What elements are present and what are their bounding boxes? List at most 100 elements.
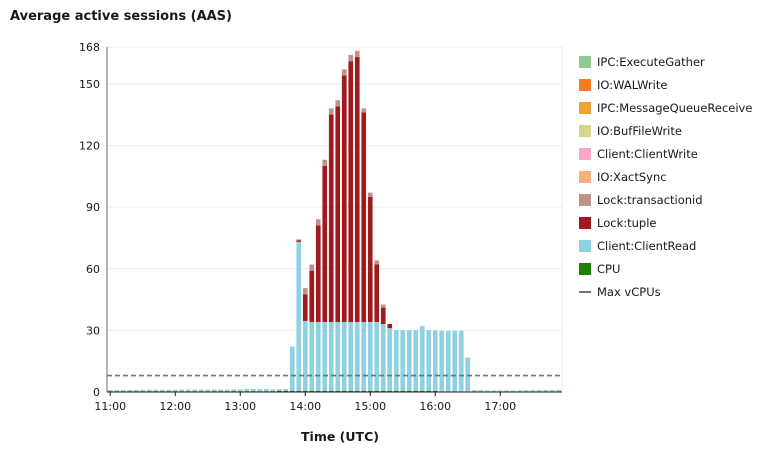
legend-label: Client:ClientWrite <box>597 146 698 161</box>
legend-swatch <box>579 55 591 68</box>
bar-lock-transactionid <box>309 264 315 271</box>
bar-client-clientread <box>250 388 256 392</box>
bar-client-clientread <box>127 389 133 392</box>
bar-cpu <box>387 390 393 392</box>
bar-client-clientread <box>198 389 204 392</box>
bar-lock-tuple <box>380 307 386 325</box>
bar-client-clientread <box>445 330 451 392</box>
bar-client-clientread <box>484 390 490 392</box>
bar-lock-transactionid <box>374 260 380 265</box>
bar-cpu <box>348 390 354 392</box>
bar-client-clientread <box>406 330 412 391</box>
bar-client-clientread <box>335 321 341 391</box>
chart-title: Average active sessions (AAS) <box>10 9 232 24</box>
bar-lock-tuple <box>348 61 354 322</box>
legend-item[interactable]: Client:ClientRead <box>579 234 752 257</box>
bar-client-clientread <box>478 390 484 392</box>
bar-client-clientread <box>289 346 295 391</box>
legend-swatch <box>579 147 591 160</box>
legend-item[interactable]: Max vCPUs <box>579 280 752 303</box>
bar-cpu <box>322 390 328 392</box>
legend-swatch <box>579 78 591 91</box>
bar-client-clientread <box>536 389 542 392</box>
bar-client-clientread <box>140 389 146 392</box>
legend-swatch <box>579 239 591 252</box>
bar-client-clientread <box>491 390 497 392</box>
legend-label: IPC:MessageQueueReceive <box>597 100 753 115</box>
legend-item[interactable]: IPC:MessageQueueReceive <box>579 96 752 119</box>
x-tick-label: 14:00 <box>289 400 321 413</box>
bar-cpu <box>283 390 289 392</box>
y-tick-label: 168 <box>79 41 100 54</box>
bar-client-clientread <box>218 389 224 392</box>
bar-client-clientread <box>543 389 549 392</box>
bar-lock-tuple <box>341 75 347 322</box>
bar-lock-tuple <box>296 240 302 242</box>
plot-area <box>106 46 563 393</box>
legend: IPC:ExecuteGather IO:WALWrite IPC:MessageQ… <box>579 50 752 303</box>
bar-client-clientread <box>432 330 438 391</box>
x-tick-label: 16:00 <box>419 400 451 413</box>
legend-label: CPU <box>597 261 621 276</box>
bar-lock-transactionid <box>322 159 328 166</box>
bar-client-clientread <box>549 389 555 392</box>
x-tick-label: 13:00 <box>224 400 256 413</box>
bar-client-clientread <box>120 389 126 392</box>
bar-lock-tuple <box>367 196 373 322</box>
bar-client-clientread <box>380 324 386 391</box>
bar-cpu <box>361 390 367 392</box>
bar-client-clientread <box>504 390 510 392</box>
bar-client-clientread <box>341 321 347 391</box>
bar-lock-tuple <box>335 106 341 322</box>
legend-item[interactable]: Lock:tuple <box>579 211 752 234</box>
bar-cpu <box>302 390 308 392</box>
bar-cpu <box>400 390 406 392</box>
bar-client-clientread <box>244 388 250 392</box>
bar-cpu <box>393 390 399 392</box>
bar-client-clientread <box>309 321 315 391</box>
legend-item[interactable]: Client:ClientWrite <box>579 142 752 165</box>
bar-lock-transactionid <box>380 304 386 308</box>
legend-item[interactable]: Lock:transactionid <box>579 188 752 211</box>
legend-item[interactable]: IO:BufFileWrite <box>579 119 752 142</box>
bar-client-clientread <box>302 320 308 391</box>
bar-cpu <box>432 390 438 392</box>
x-tick-label: 17:00 <box>484 400 516 413</box>
bar-cpu <box>406 390 412 392</box>
legend-swatch <box>579 101 591 114</box>
legend-label: IPC:ExecuteGather <box>597 54 705 69</box>
y-tick-label: 90 <box>86 201 100 214</box>
bar-client-clientread <box>523 390 529 392</box>
bar-client-clientread <box>439 330 445 392</box>
legend-swatch <box>579 193 591 206</box>
bar-client-clientread <box>270 389 276 392</box>
bar-client-clientread <box>237 389 243 392</box>
legend-swatch <box>579 170 591 183</box>
bar-cpu <box>374 390 380 392</box>
bar-client-clientread <box>530 390 536 392</box>
bar-client-clientread <box>205 389 211 392</box>
legend-item[interactable]: IO:XactSync <box>579 165 752 188</box>
bar-client-clientread <box>361 321 367 391</box>
bar-lock-transactionid <box>335 100 341 107</box>
bar-cpu <box>289 390 295 392</box>
legend-item[interactable]: IPC:ExecuteGather <box>579 50 752 73</box>
bar-client-clientread <box>497 390 503 392</box>
bar-lock-tuple <box>309 270 315 322</box>
bar-client-clientread <box>296 241 302 391</box>
bar-cpu <box>335 390 341 392</box>
bar-client-clientread <box>413 330 419 391</box>
bar-client-clientread <box>153 389 159 392</box>
bar-client-clientread <box>224 389 230 392</box>
legend-item[interactable]: CPU <box>579 257 752 280</box>
bar-lock-tuple <box>374 264 380 322</box>
legend-item[interactable]: IO:WALWrite <box>579 73 752 96</box>
bar-client-clientread <box>465 357 471 392</box>
legend-dash-swatch <box>579 290 591 293</box>
bar-client-clientread <box>452 330 458 392</box>
bar-client-clientread <box>107 389 113 392</box>
bar-cpu <box>380 390 386 392</box>
bar-client-clientread <box>172 389 178 392</box>
bar-lock-transactionid <box>341 69 347 76</box>
